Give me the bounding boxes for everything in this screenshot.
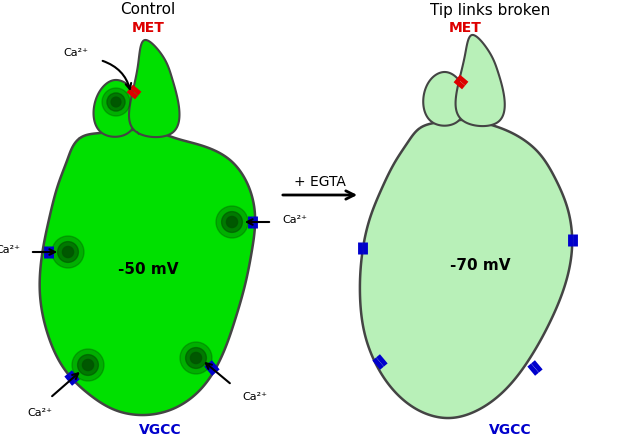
Circle shape bbox=[216, 206, 248, 238]
Circle shape bbox=[190, 353, 202, 364]
Text: Ca²⁺: Ca²⁺ bbox=[27, 408, 52, 418]
Circle shape bbox=[77, 355, 99, 375]
Text: Tip links broken: Tip links broken bbox=[430, 3, 550, 18]
Text: + EGTA: + EGTA bbox=[294, 175, 346, 189]
Circle shape bbox=[62, 247, 74, 258]
Polygon shape bbox=[360, 120, 572, 418]
Circle shape bbox=[180, 342, 212, 374]
Text: Ca²⁺: Ca²⁺ bbox=[63, 48, 88, 58]
Text: -50 mV: -50 mV bbox=[118, 262, 178, 278]
Circle shape bbox=[111, 97, 121, 107]
Circle shape bbox=[185, 348, 207, 368]
Text: MET: MET bbox=[449, 21, 482, 35]
Text: MET: MET bbox=[132, 21, 165, 35]
Text: VGCC: VGCC bbox=[139, 423, 182, 437]
Text: Control: Control bbox=[120, 3, 175, 18]
Polygon shape bbox=[40, 130, 255, 415]
Circle shape bbox=[52, 236, 84, 268]
Text: VGCC: VGCC bbox=[489, 423, 531, 437]
Circle shape bbox=[107, 93, 125, 111]
Polygon shape bbox=[129, 40, 180, 137]
Circle shape bbox=[72, 349, 104, 381]
Text: Ca²⁺: Ca²⁺ bbox=[282, 215, 307, 225]
Circle shape bbox=[227, 216, 238, 228]
Text: Ca²⁺: Ca²⁺ bbox=[242, 392, 267, 402]
Circle shape bbox=[102, 88, 130, 116]
Circle shape bbox=[222, 212, 242, 233]
Polygon shape bbox=[423, 72, 466, 126]
Polygon shape bbox=[94, 80, 138, 137]
Circle shape bbox=[82, 360, 94, 371]
Polygon shape bbox=[456, 35, 505, 126]
Text: -70 mV: -70 mV bbox=[450, 258, 510, 272]
Circle shape bbox=[57, 242, 79, 262]
Text: Ca²⁺: Ca²⁺ bbox=[0, 245, 20, 255]
